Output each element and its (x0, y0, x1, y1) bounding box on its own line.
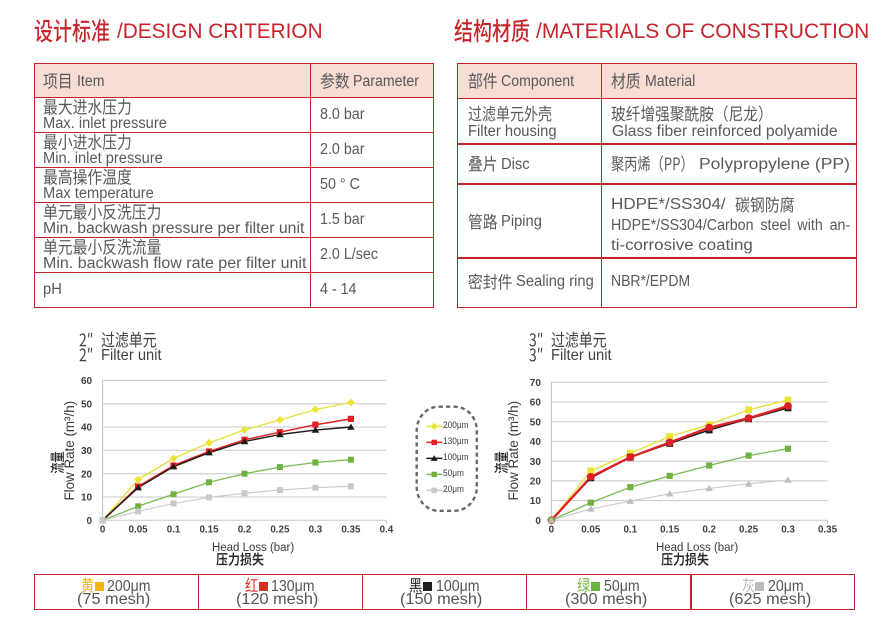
svg-text:0.15: 0.15 (660, 525, 680, 536)
svg-text:0.35: 0.35 (341, 525, 361, 536)
svg-text:70: 70 (530, 378, 542, 389)
svg-text:20: 20 (81, 469, 93, 480)
svg-text:10: 10 (81, 493, 93, 504)
svg-text:0: 0 (87, 516, 93, 527)
svg-text:50: 50 (81, 399, 93, 410)
svg-text:0.25: 0.25 (270, 525, 290, 536)
svg-text:40: 40 (530, 437, 542, 448)
svg-text:60: 60 (530, 398, 542, 409)
svg-text:30: 30 (530, 457, 542, 468)
svg-text:0.05: 0.05 (129, 525, 149, 536)
svg-text:0.3: 0.3 (309, 525, 323, 536)
svg-text:0.25: 0.25 (739, 525, 759, 536)
svg-text:0.4: 0.4 (380, 525, 394, 536)
svg-text:0.1: 0.1 (167, 525, 181, 536)
svg-text:0: 0 (100, 525, 106, 536)
svg-text:0.35: 0.35 (818, 525, 838, 536)
svg-text:0.1: 0.1 (623, 525, 637, 536)
svg-text:40: 40 (81, 423, 93, 434)
svg-text:60: 60 (81, 376, 93, 387)
svg-text:0.3: 0.3 (781, 525, 795, 536)
svg-text:50: 50 (530, 417, 542, 428)
svg-text:0: 0 (549, 525, 555, 536)
svg-text:0.2: 0.2 (238, 525, 252, 536)
svg-text:0.2: 0.2 (702, 525, 716, 536)
svg-text:20: 20 (530, 477, 542, 488)
svg-text:30: 30 (81, 446, 93, 457)
svg-text:0: 0 (535, 516, 541, 527)
svg-text:0.05: 0.05 (581, 525, 601, 536)
svg-text:0.15: 0.15 (199, 525, 219, 536)
svg-text:10: 10 (530, 496, 542, 507)
